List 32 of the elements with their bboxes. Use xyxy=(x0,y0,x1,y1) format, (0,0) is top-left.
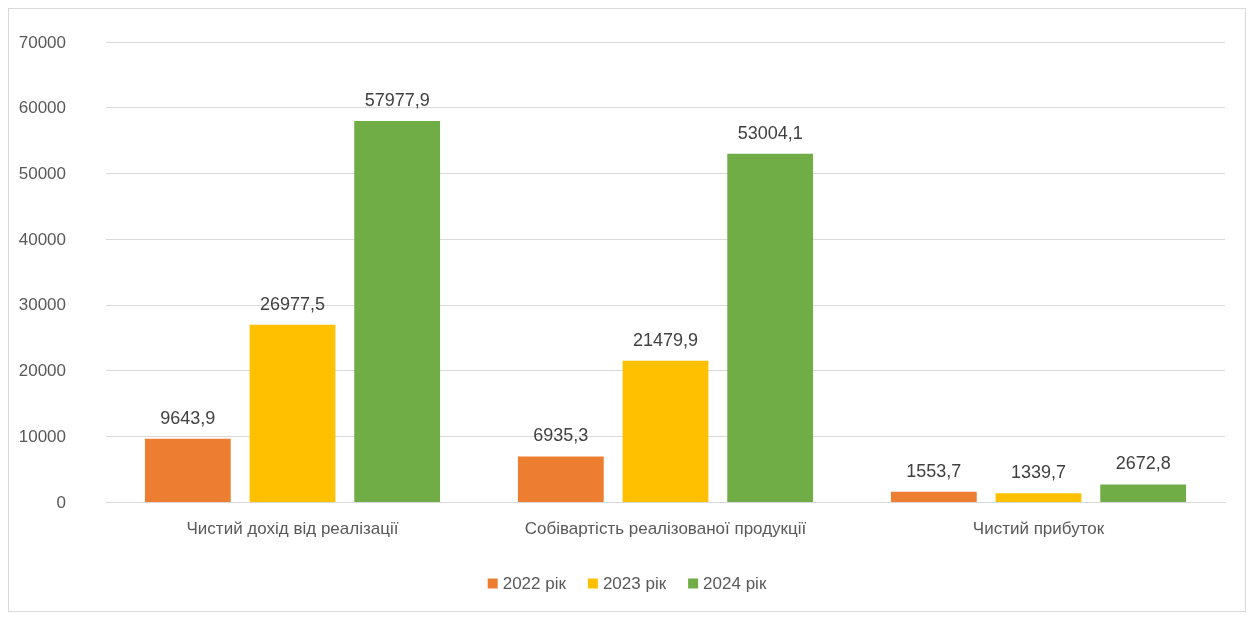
x-tick-label: Чистий прибуток xyxy=(972,519,1105,538)
bar xyxy=(995,493,1082,502)
bar xyxy=(622,360,709,502)
bar xyxy=(890,491,977,502)
y-tick-label: 20000 xyxy=(18,361,66,381)
y-tick-label: 40000 xyxy=(18,229,66,249)
data-label: 2672,8 xyxy=(1115,453,1171,474)
data-label: 21479,9 xyxy=(632,329,699,350)
data-label: 9643,9 xyxy=(160,407,216,428)
data-label: 1339,7 xyxy=(1010,462,1067,483)
legend-label: 2023 рік xyxy=(602,574,667,593)
data-label: 57977,9 xyxy=(364,90,430,110)
y-tick-label: 10000 xyxy=(18,426,66,446)
legend-label: 2022 рік xyxy=(502,574,567,593)
data-label: 1553,7 xyxy=(906,460,962,481)
x-tick-label: Собівартість реалізованої продукції xyxy=(524,519,807,538)
bar xyxy=(727,153,814,502)
bar xyxy=(354,121,441,502)
x-tick-label: Чистий дохід від реалізації xyxy=(186,519,399,538)
y-tick-label: 30000 xyxy=(18,295,66,315)
y-tick-label: 50000 xyxy=(18,163,66,183)
data-label: 53004,1 xyxy=(737,122,803,143)
data-label: 6935,3 xyxy=(533,425,589,446)
bar xyxy=(1100,484,1187,502)
bar xyxy=(517,456,604,502)
data-label: 26977,5 xyxy=(259,293,326,314)
y-tick-label: 60000 xyxy=(18,98,66,118)
y-tick-label: 0 xyxy=(56,492,66,512)
y-tick-label: 70000 xyxy=(18,32,66,52)
bar xyxy=(249,324,336,502)
bar xyxy=(144,438,231,502)
legend-label: 2024 рік xyxy=(703,574,767,593)
